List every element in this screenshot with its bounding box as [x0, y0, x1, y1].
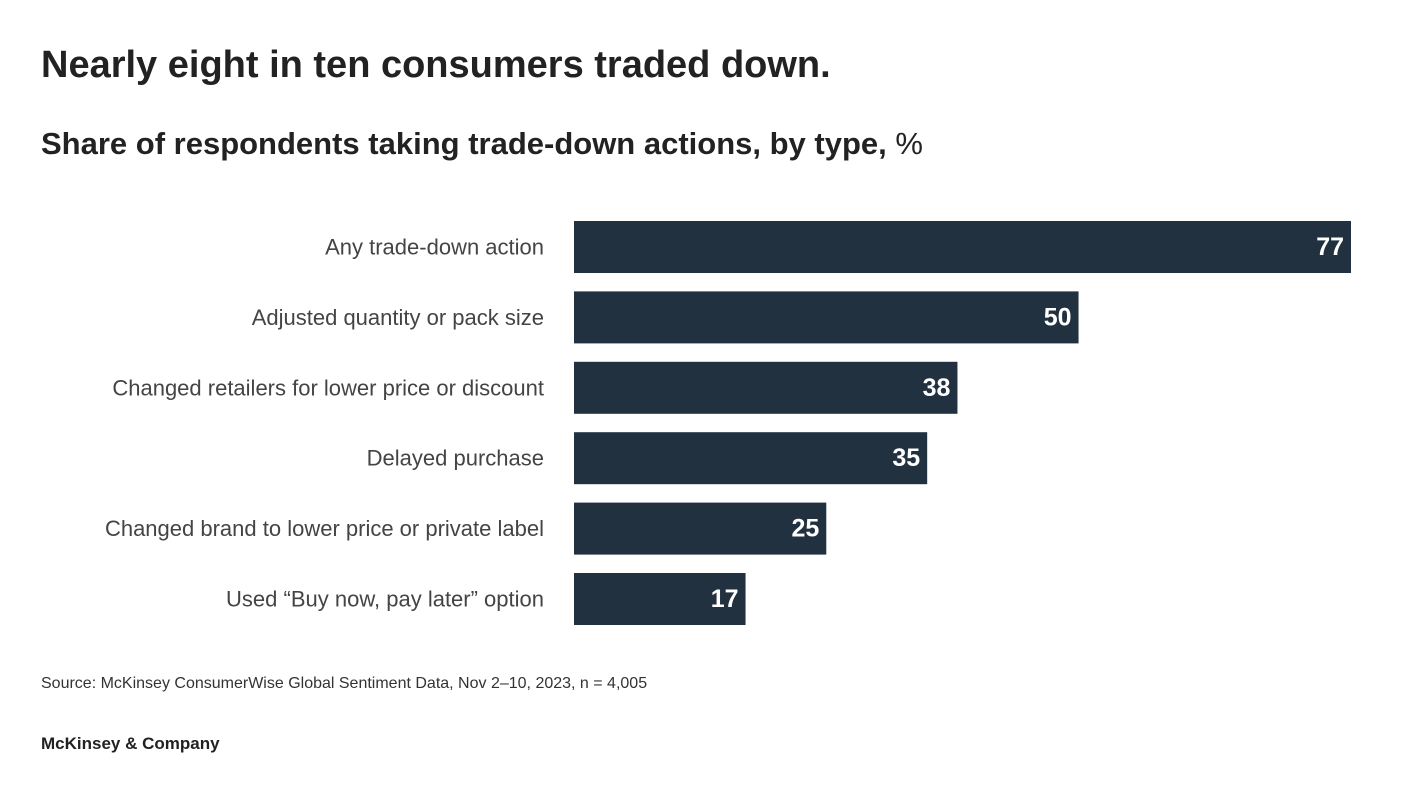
category-label: Used “Buy now, pay later” option — [226, 587, 544, 612]
bar — [574, 221, 1351, 273]
bar — [574, 502, 827, 555]
subtitle-unit: % — [895, 126, 923, 161]
data-label: 38 — [923, 374, 951, 402]
subtitle-text: Share of respondents taking trade-down a… — [41, 126, 887, 161]
data-label: 25 — [791, 515, 819, 543]
category-label: Any trade-down action — [325, 235, 544, 260]
bar — [574, 432, 928, 485]
bar — [574, 291, 1079, 344]
chart-subtitle: Share of respondents taking trade-down a… — [41, 126, 923, 162]
chart-title: Nearly eight in ten consumers traded dow… — [41, 44, 831, 86]
category-label: Changed retailers for lower price or dis… — [112, 375, 544, 400]
data-label: 17 — [711, 585, 739, 613]
data-label: 35 — [892, 444, 920, 472]
data-label: 77 — [1316, 233, 1344, 261]
category-label: Delayed purchase — [367, 446, 544, 471]
category-label: Adjusted quantity or pack size — [252, 305, 544, 330]
category-label: Changed brand to lower price or private … — [105, 516, 544, 541]
bar-chart: Any trade-down action 77 Adjusted quantity… — [105, 221, 1351, 625]
source-note: Source: McKinsey ConsumerWise Global Sen… — [41, 675, 648, 692]
company-logo: McKinsey & Company — [41, 734, 220, 753]
data-label: 50 — [1044, 303, 1072, 331]
bar — [574, 361, 958, 414]
bar — [574, 573, 746, 625]
